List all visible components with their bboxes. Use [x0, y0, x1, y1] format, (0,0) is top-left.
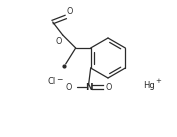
Text: −: −	[56, 75, 63, 85]
Text: +: +	[155, 78, 161, 84]
Text: Hg: Hg	[143, 81, 155, 89]
Text: O: O	[55, 37, 62, 46]
Text: O: O	[106, 82, 112, 92]
Text: O: O	[67, 7, 73, 16]
Text: Cl: Cl	[48, 78, 56, 86]
Text: N: N	[85, 82, 93, 92]
Text: O: O	[65, 82, 72, 92]
